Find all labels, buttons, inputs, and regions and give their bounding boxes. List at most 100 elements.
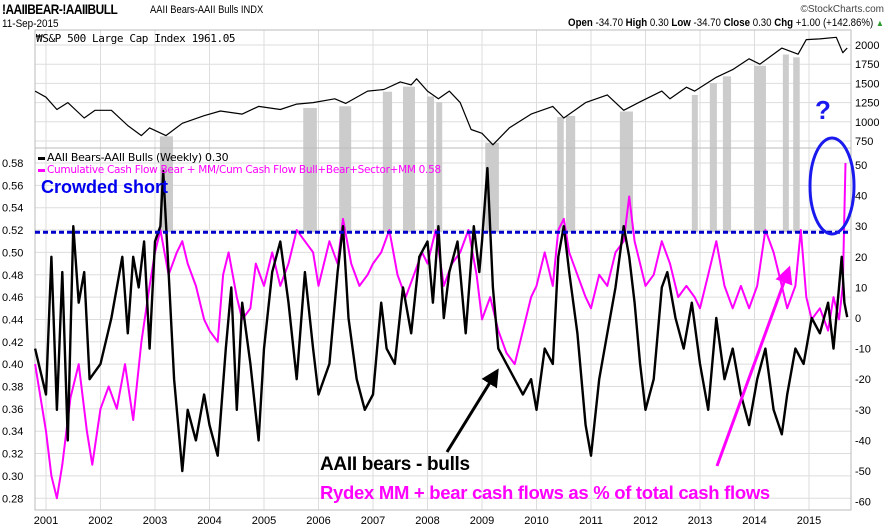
- question-mark-label: ?: [815, 95, 831, 125]
- crowded-short-band: [303, 107, 317, 233]
- x-tick-label: 2004: [197, 515, 221, 527]
- left-y-tick-label: 0.56: [2, 180, 23, 192]
- left-y-tick-label: 0.52: [2, 225, 23, 237]
- chart-symbol-name: AAII Bears-AAII Bulls INDX: [150, 4, 264, 16]
- left-y-tick-label: 0.38: [2, 382, 23, 394]
- right-y-tick-label: -10: [855, 344, 871, 356]
- spx-line: [34, 36, 848, 146]
- rydex-annotation: Rydex MM + bear cash flows as % of total…: [320, 482, 770, 503]
- highlight-ellipse: [808, 136, 856, 236]
- right-y-tick-label: 50: [855, 160, 867, 172]
- left-y-tick-label: 0.34: [2, 426, 23, 438]
- x-tick-label: 2006: [306, 515, 330, 527]
- x-tick-label: 2007: [361, 515, 385, 527]
- open-label: Open: [568, 17, 593, 29]
- left-y-tick-label: 0.46: [2, 292, 23, 304]
- x-tick-label: 2011: [579, 515, 603, 527]
- x-tick-label: 2015: [797, 515, 821, 527]
- right-y-tick-label: -50: [855, 466, 871, 478]
- stockcharts-logo: ©StockCharts.com: [800, 4, 884, 15]
- open-value: -34.70: [595, 17, 624, 29]
- right-y-tick-label: 20: [855, 252, 867, 264]
- crowded-short-band: [753, 65, 766, 233]
- x-tick-label: 2008: [415, 515, 439, 527]
- x-tick-label: 2001: [34, 515, 58, 527]
- crowded-short-band: [402, 86, 415, 233]
- left-y-tick-label: 0.58: [2, 158, 23, 170]
- crowded-short-band: [436, 102, 443, 233]
- legend-spx-label: S&P 500 Large Cap Index 1961.05: [42, 32, 236, 45]
- right-y-tick-label: -20: [855, 374, 871, 386]
- aaii-annotation: AAII bears - bulls: [320, 454, 470, 475]
- crowded-short-band: [565, 115, 576, 233]
- right-y-tick-label: 0: [855, 313, 861, 325]
- ohlc-readout: Open -34.70 High 0.30 Low -34.70 Close 0…: [568, 17, 884, 29]
- chart-symbol: !AAIIBEAR-!AAIIBULL: [2, 1, 118, 17]
- crowded-short-band: [557, 117, 564, 233]
- left-y-tick-label: 0.54: [2, 203, 23, 215]
- bottom-panel-frame: [34, 147, 852, 511]
- high-value: 0.30: [650, 17, 669, 29]
- legend-aaii-label: AAII Bears-AAII Bulls (Weekly) 0.30: [47, 151, 229, 164]
- triangle-up-icon: ▲: [876, 18, 884, 28]
- chart-date: 11-Sep-2015: [2, 18, 59, 30]
- crowded-short-band: [339, 106, 352, 233]
- spx-y-tick-label: 2000: [855, 40, 879, 52]
- x-tick-label: 2005: [252, 515, 276, 527]
- x-tick-label: 2002: [88, 515, 112, 527]
- legend-spx-swatch: ₩: [36, 32, 43, 45]
- x-tick-label: 2009: [470, 515, 494, 527]
- right-y-tick-label: 40: [855, 191, 867, 203]
- close-label: Close: [723, 17, 751, 29]
- crowded-short-band: [691, 95, 698, 233]
- right-y-tick-label: 30: [855, 221, 867, 233]
- legend-rydex-swatch: [38, 168, 45, 172]
- chg-label: Chg: [774, 17, 794, 29]
- legend-rydex: Cumulative Cash Flow Bear + MM/Cum Cash …: [38, 164, 441, 176]
- left-y-tick-label: 0.32: [2, 449, 23, 461]
- legend-spx: ₩S&P 500 Large Cap Index 1961.05: [36, 32, 236, 45]
- x-tick-label: 2010: [524, 515, 548, 527]
- right-y-tick-label: -30: [855, 405, 871, 417]
- left-y-tick-label: 0.30: [2, 471, 23, 483]
- spx-y-tick-label: 1000: [855, 117, 879, 129]
- crowded-short-band: [426, 96, 435, 233]
- right-y-tick-label: 10: [855, 282, 867, 294]
- crowded-short-band: [722, 76, 732, 233]
- aaii-line: [33, 166, 849, 473]
- left-y-tick-label: 0.36: [2, 404, 23, 416]
- crowded-short-band: [159, 136, 173, 233]
- left-y-tick-label: 0.48: [2, 270, 23, 282]
- close-value: 0.30: [752, 17, 772, 29]
- low-label: Low: [671, 17, 691, 29]
- right-y-tick-label: -60: [855, 497, 871, 509]
- left-y-tick-label: 0.44: [2, 314, 23, 326]
- left-y-tick-label: 0.42: [2, 337, 23, 349]
- legend-aaii-swatch: [38, 156, 45, 160]
- low-value: -34.70: [693, 17, 722, 29]
- x-tick-label: 2012: [633, 515, 657, 527]
- spx-y-tick-label: 1250: [855, 98, 879, 110]
- crowded-short-label: Crowded short: [41, 177, 169, 197]
- x-tick-label: 2013: [688, 515, 712, 527]
- crowded-short-band: [382, 91, 393, 233]
- legend-rydex-label: Cumulative Cash Flow Bear + MM/Cum Cash …: [47, 164, 441, 176]
- spx-y-tick-label: 1750: [855, 59, 879, 71]
- aaii-arrow: [445, 368, 499, 453]
- left-y-tick-label: 0.50: [2, 247, 23, 259]
- x-tick-label: 2003: [143, 515, 167, 527]
- right-y-tick-label: -40: [855, 435, 871, 447]
- crowded-short-band: [782, 54, 789, 233]
- high-label: High: [625, 17, 648, 29]
- chg-value: +1.00 (+142.86%): [795, 17, 874, 29]
- legend-aaii: AAII Bears-AAII Bulls (Weekly) 0.30: [38, 151, 229, 164]
- crowded-short-band: [709, 83, 717, 233]
- crowded-short-band: [793, 57, 800, 233]
- left-y-tick-label: 0.40: [2, 359, 23, 371]
- x-tick-label: 2014: [742, 515, 766, 527]
- left-y-tick-label: 0.28: [2, 493, 23, 505]
- spx-y-tick-label: 750: [855, 136, 873, 148]
- rydex-arrow: [715, 265, 793, 467]
